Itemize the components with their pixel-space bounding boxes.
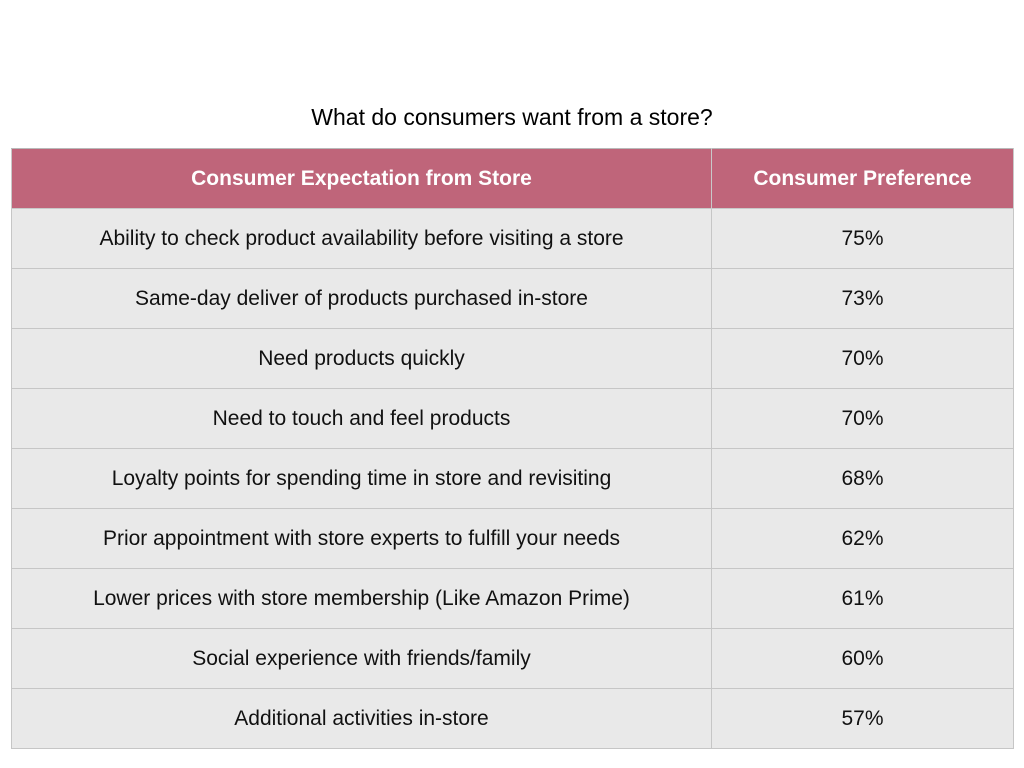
column-header-preference: Consumer Preference [711,148,1014,209]
table-row: Lower prices with store membership (Like… [11,568,1014,629]
table-row: Social experience with friends/family 60% [11,628,1014,689]
preference-cell: 61% [711,568,1014,629]
table-row: Loyalty points for spending time in stor… [11,448,1014,509]
expectation-cell: Lower prices with store membership (Like… [11,568,712,629]
column-header-expectation: Consumer Expectation from Store [11,148,712,209]
expectation-cell: Ability to check product availability be… [11,208,712,269]
preference-cell: 57% [711,688,1014,749]
table-row: Same-day deliver of products purchased i… [11,268,1014,329]
table-row: Need to touch and feel products 70% [11,388,1014,449]
preference-table: Consumer Expectation from Store Consumer… [11,148,1014,749]
preference-cell: 70% [711,328,1014,389]
expectation-cell: Need to touch and feel products [11,388,712,449]
expectation-cell: Loyalty points for spending time in stor… [11,448,712,509]
table-row: Prior appointment with store experts to … [11,508,1014,569]
table-row: Ability to check product availability be… [11,208,1014,269]
preference-cell: 68% [711,448,1014,509]
preference-cell: 75% [711,208,1014,269]
preference-cell: 70% [711,388,1014,449]
preference-cell: 62% [711,508,1014,569]
expectation-cell: Social experience with friends/family [11,628,712,689]
table-body: Ability to check product availability be… [11,208,1014,749]
table-row: Additional activities in-store 57% [11,688,1014,749]
preference-cell: 73% [711,268,1014,329]
preference-cell: 60% [711,628,1014,689]
expectation-cell: Same-day deliver of products purchased i… [11,268,712,329]
header-row: Consumer Expectation from Store Consumer… [11,148,1014,209]
chart-title: What do consumers want from a store? [311,104,713,130]
expectation-cell: Additional activities in-store [11,688,712,749]
expectation-cell: Need products quickly [11,328,712,389]
table-row: Need products quickly 70% [11,328,1014,389]
expectation-cell: Prior appointment with store experts to … [11,508,712,569]
